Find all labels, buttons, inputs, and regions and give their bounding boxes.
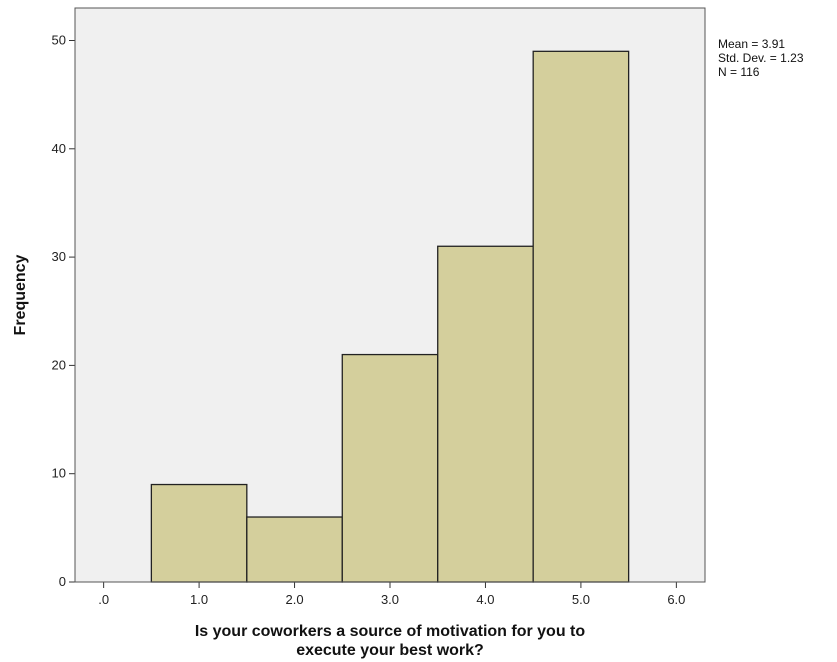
- stat-n: N = 116: [718, 65, 760, 79]
- y-tick-label-4: 40: [52, 141, 66, 156]
- y-axis-title: Frequency: [12, 254, 29, 335]
- x-tick-label-3: 3.0: [381, 592, 399, 607]
- plot-frame: [74, 7, 706, 583]
- x-tick-label-4: 4.0: [476, 592, 494, 607]
- x-tick-label-6: 6.0: [667, 592, 685, 607]
- histogram-bar-1: [150, 483, 248, 583]
- bars-layer: [150, 50, 630, 583]
- axes-layer: 0 10 20 30 40 50 .0 1.0 2.0 3.0 4.0 5.0 6.0: [52, 32, 686, 607]
- y-tick-label-0: 0: [59, 574, 66, 589]
- histogram-bar-4: [437, 245, 534, 583]
- x-axis-title-line-2: execute your best work?: [296, 642, 484, 659]
- x-tick-label-2: 2.0: [286, 592, 304, 607]
- y-tick-label-1: 10: [52, 466, 66, 481]
- y-tick-label-3: 30: [52, 249, 66, 264]
- y-tick-label-5: 50: [52, 32, 66, 47]
- histogram-bar-2: [246, 516, 343, 583]
- stat-std-dev: Std. Dev. = 1.23: [718, 51, 804, 65]
- histogram-bar-3: [341, 353, 439, 583]
- stat-mean: Mean = 3.91: [718, 37, 785, 51]
- y-tick-label-2: 20: [52, 357, 66, 372]
- x-axis-title-line-1: Is your coworkers a source of motivation…: [195, 623, 586, 640]
- x-tick-label-1: 1.0: [190, 592, 208, 607]
- x-tick-label-0: .0: [98, 592, 109, 607]
- histogram-bar-5: [532, 50, 630, 583]
- x-tick-label-5: 5.0: [572, 592, 590, 607]
